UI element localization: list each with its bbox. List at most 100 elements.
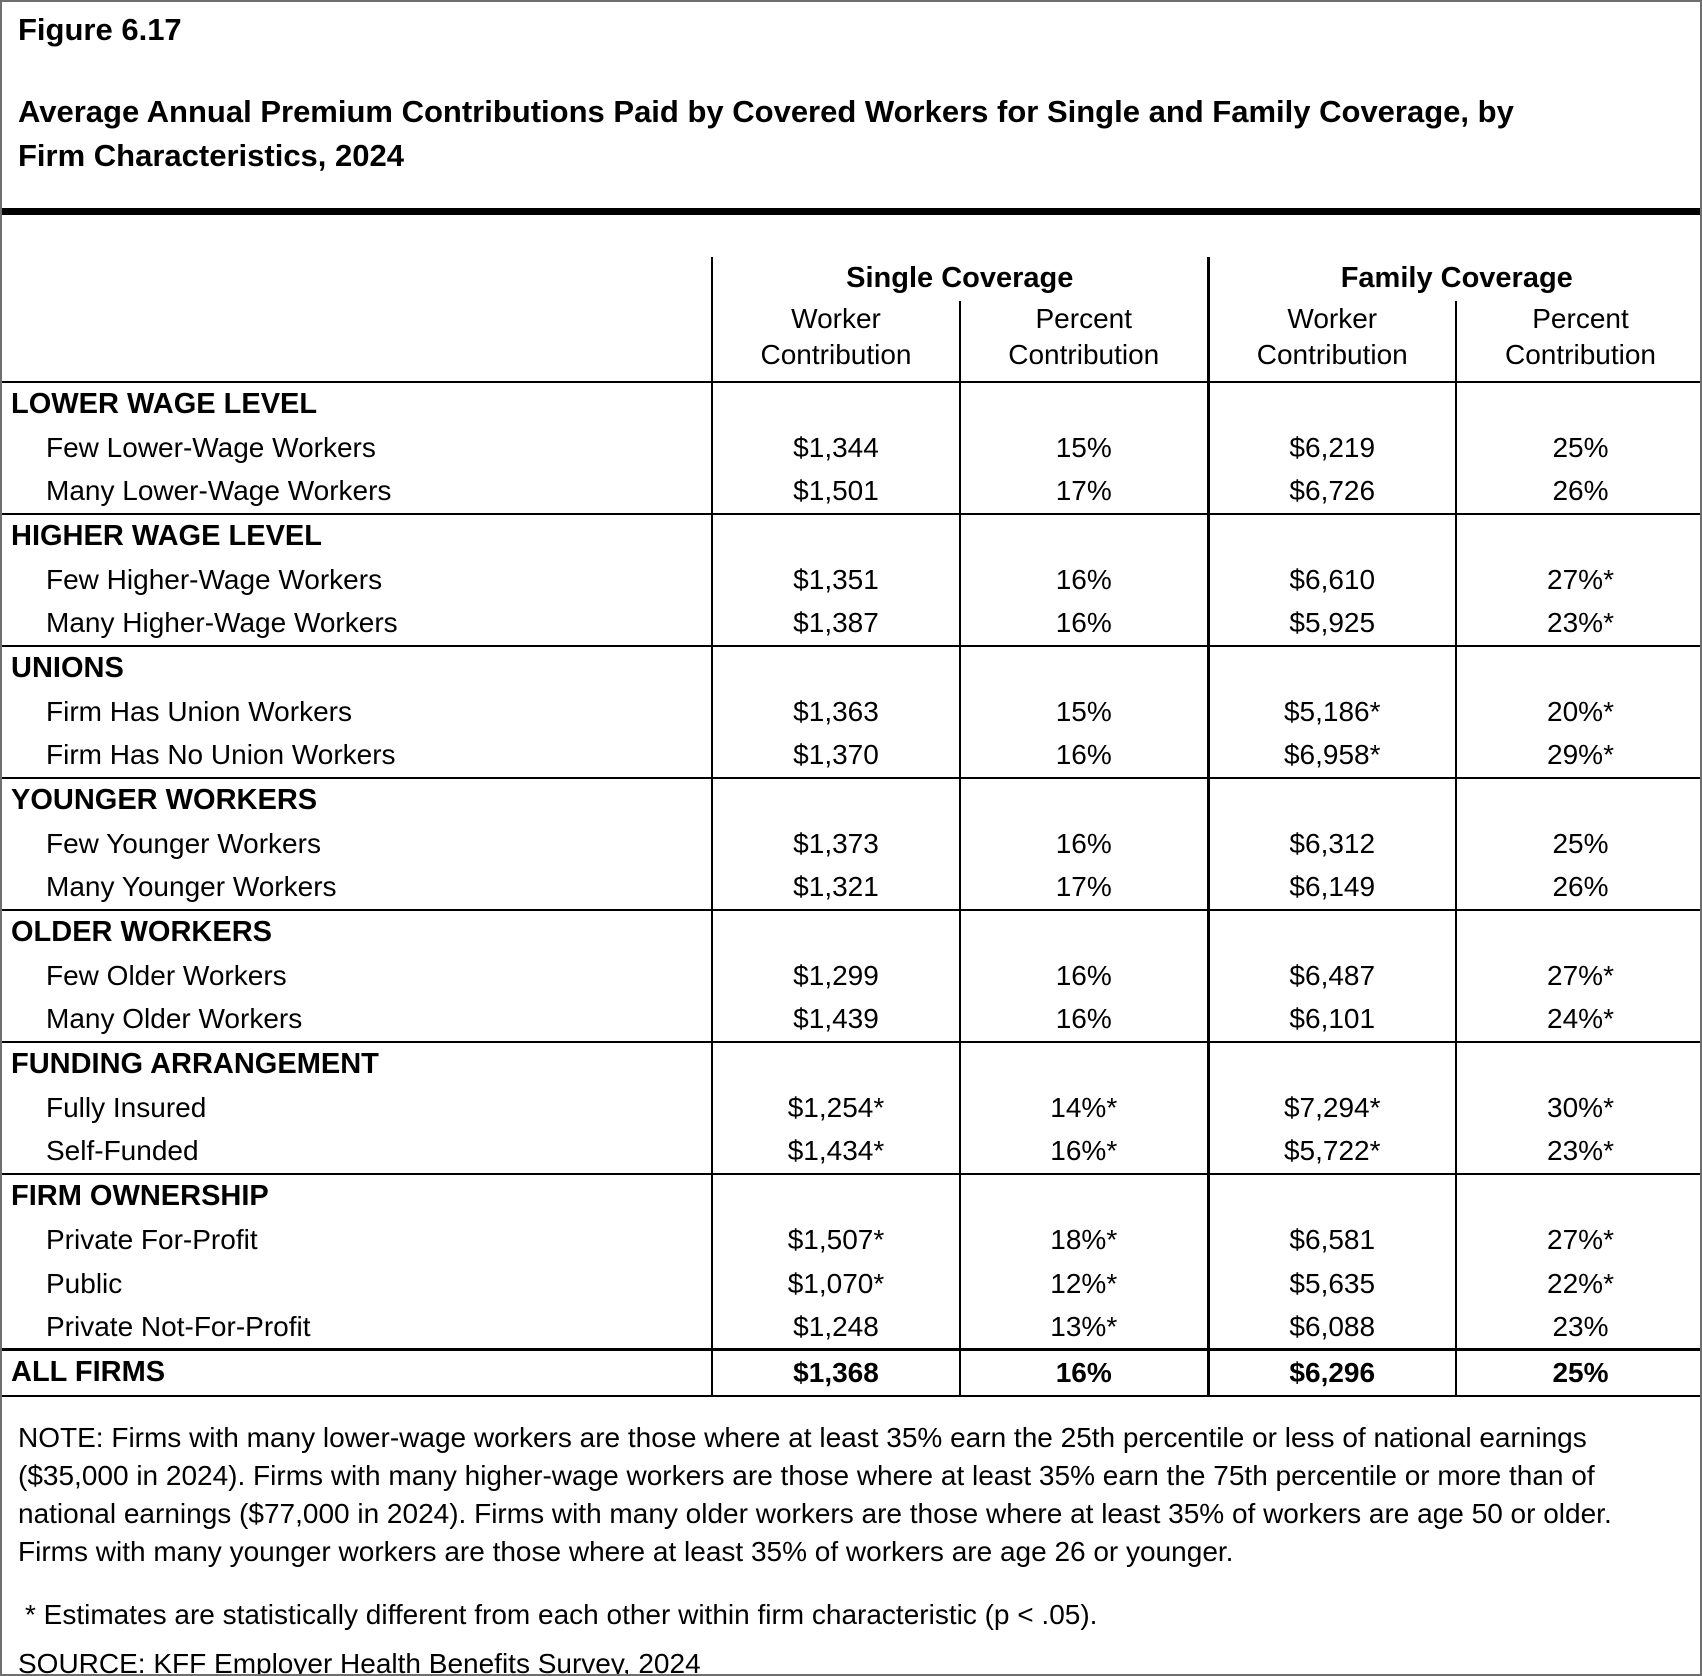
cell-value: 27%* — [1454, 953, 1700, 998]
cell-value: $1,501 — [711, 469, 960, 514]
section-label: FUNDING ARRANGEMENT — [2, 1040, 712, 1086]
section-header-row: LOWER WAGE LEVEL — [2, 380, 1700, 426]
section-label: OLDER WORKERS — [2, 908, 712, 954]
section-spacer-cell — [711, 908, 960, 954]
section-spacer-cell — [1454, 776, 1700, 822]
cell-value: $1,368 — [711, 1348, 960, 1397]
row-label: Few Older Workers — [46, 959, 287, 991]
data-row: Few Higher-Wage Workers $1,351 16% $6,61… — [2, 557, 1700, 602]
cell-value: $6,312 — [1206, 821, 1456, 866]
section-spacer-cell — [711, 1172, 960, 1218]
row-label: Private Not-For-Profit — [46, 1310, 311, 1342]
section-spacer-cell — [711, 380, 960, 426]
section-label: LOWER WAGE LEVEL — [2, 380, 712, 426]
cell-value: 16% — [959, 953, 1208, 998]
section-spacer-cell — [1454, 908, 1700, 954]
row-label: Self-Funded — [46, 1135, 199, 1167]
data-row: Private For-Profit $1,507* 18%* $6,581 2… — [2, 1217, 1700, 1262]
subheader-family-percent-contribution: Percent Contribution — [1454, 300, 1700, 383]
cell-value: $6,487 — [1206, 953, 1456, 998]
data-row: Firm Has Union Workers $1,363 15% $5,186… — [2, 689, 1700, 734]
data-row: Many Higher-Wage Workers $1,387 16% $5,9… — [2, 601, 1700, 646]
cell-value: 12%* — [959, 1261, 1208, 1306]
section-spacer-cell — [1206, 512, 1456, 558]
row-label: Public — [46, 1267, 123, 1299]
figure-title: Average Annual Premium Contributions Pai… — [18, 93, 1514, 173]
cell-value: $6,610 — [1206, 557, 1456, 602]
source-text: SOURCE: KFF Employer Health Benefits Sur… — [18, 1647, 701, 1676]
subheader-family-worker-contribution: Worker Contribution — [1206, 300, 1456, 383]
cell-value: 15% — [959, 689, 1208, 734]
cell-value: 24%* — [1454, 997, 1700, 1042]
all-firms-label: ALL FIRMS — [2, 1348, 712, 1397]
cell-value: $1,387 — [711, 601, 960, 646]
cell-value: $6,101 — [1206, 997, 1456, 1042]
section-spacer-cell — [1206, 644, 1456, 690]
cell-value: 25% — [1454, 425, 1700, 470]
cell-value: 14%* — [959, 1085, 1208, 1130]
cell-value: 17% — [959, 865, 1208, 910]
section-spacer-cell — [1206, 380, 1456, 426]
section-spacer-cell — [1454, 1040, 1700, 1086]
cell-value: 27%* — [1454, 557, 1700, 602]
section-spacer-cell — [711, 512, 960, 558]
row-label: Few Younger Workers — [46, 827, 321, 859]
cell-value: 23%* — [1454, 1129, 1700, 1174]
section-label: YOUNGER WORKERS — [2, 776, 712, 822]
row-label: Many Lower-Wage Workers — [46, 475, 392, 507]
note-text: NOTE: Firms with many lower-wage workers… — [18, 1421, 1612, 1567]
cell-value: 23% — [1454, 1305, 1700, 1350]
cell-value: $5,722* — [1206, 1129, 1456, 1174]
data-row: Few Younger Workers $1,373 16% $6,312 25… — [2, 821, 1700, 866]
cell-value: $1,254* — [711, 1085, 960, 1130]
data-row: Many Younger Workers $1,321 17% $6,149 2… — [2, 865, 1700, 910]
cell-value: $1,363 — [711, 689, 960, 734]
section-spacer-cell — [711, 776, 960, 822]
cell-value: 15% — [959, 425, 1208, 470]
cell-value: $6,219 — [1206, 425, 1456, 470]
row-label: Firm Has No Union Workers — [46, 739, 396, 771]
section-spacer-cell — [1454, 644, 1700, 690]
cell-value: 16% — [959, 821, 1208, 866]
cell-value: 20%* — [1454, 689, 1700, 734]
cell-value: $5,925 — [1206, 601, 1456, 646]
cell-value: $1,370 — [711, 733, 960, 778]
cell-value: $1,070* — [711, 1261, 960, 1306]
cell-value: 16%* — [959, 1129, 1208, 1174]
section-spacer-cell — [959, 644, 1208, 690]
cell-value: $1,299 — [711, 953, 960, 998]
cell-value: $1,351 — [711, 557, 960, 602]
cell-value: $5,635 — [1206, 1261, 1456, 1306]
row-label: Many Higher-Wage Workers — [46, 607, 398, 639]
cell-value: $1,373 — [711, 821, 960, 866]
section-spacer-cell — [1206, 776, 1456, 822]
cell-value: $6,726 — [1206, 469, 1456, 514]
cell-value: $1,434* — [711, 1129, 960, 1174]
title-divider-rule — [2, 207, 1700, 215]
cell-value: $7,294* — [1206, 1085, 1456, 1130]
row-label: Fully Insured — [46, 1091, 207, 1123]
row-label: Firm Has Union Workers — [46, 695, 352, 727]
row-label: Few Higher-Wage Workers — [46, 563, 383, 595]
star-note: * Estimates are statistically different … — [25, 1598, 1098, 1630]
section-spacer-cell — [959, 1172, 1208, 1218]
section-label: FIRM OWNERSHIP — [2, 1172, 712, 1218]
section-spacer-cell — [711, 1040, 960, 1086]
figure-label: Figure 6.17 — [18, 12, 182, 47]
cell-value: $6,088 — [1206, 1305, 1456, 1350]
cell-value: 16% — [959, 997, 1208, 1042]
section-header-row: FIRM OWNERSHIP — [2, 1172, 1700, 1218]
cell-value: 16% — [959, 1348, 1208, 1397]
data-row: Private Not-For-Profit $1,248 13%* $6,08… — [2, 1305, 1700, 1350]
cell-value: 30%* — [1454, 1085, 1700, 1130]
section-spacer-cell — [711, 644, 960, 690]
cell-value: 26% — [1454, 469, 1700, 514]
section-header-row: OLDER WORKERS — [2, 908, 1700, 954]
cell-value: 16% — [959, 601, 1208, 646]
section-spacer-cell — [959, 1040, 1208, 1086]
cell-value: $6,581 — [1206, 1217, 1456, 1262]
data-row: Fully Insured $1,254* 14%* $7,294* 30%* — [2, 1085, 1700, 1130]
cell-value: $1,507* — [711, 1217, 960, 1262]
data-row: Many Lower-Wage Workers $1,501 17% $6,72… — [2, 469, 1700, 514]
